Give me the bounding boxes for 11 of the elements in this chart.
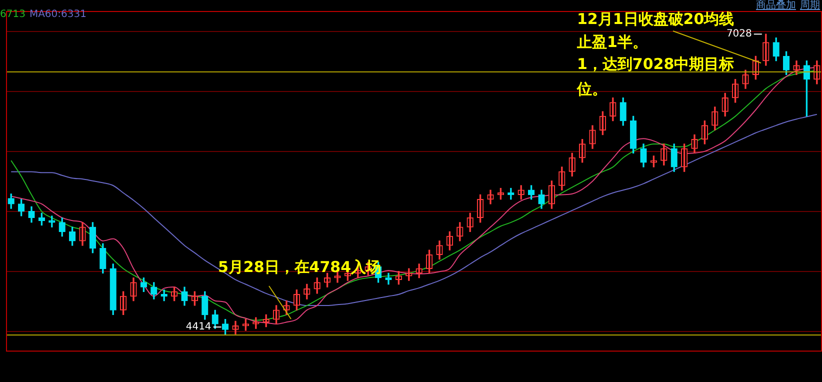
annotation: 位。 — [577, 80, 607, 98]
annotation: 周期 — [800, 0, 820, 12]
candlestick — [252, 317, 260, 329]
annotation: 7028 — [726, 28, 752, 40]
candlestick — [650, 156, 658, 168]
annotation: 12月1日收盘破20均线 — [577, 10, 734, 28]
text: MA60:6331 — [29, 9, 86, 20]
candlestick — [48, 216, 56, 228]
annotation: 止盈1半。 — [577, 33, 648, 51]
annotation: 4414 — [186, 322, 212, 333]
annotation: 1，达到7028中期目标 — [577, 55, 734, 73]
